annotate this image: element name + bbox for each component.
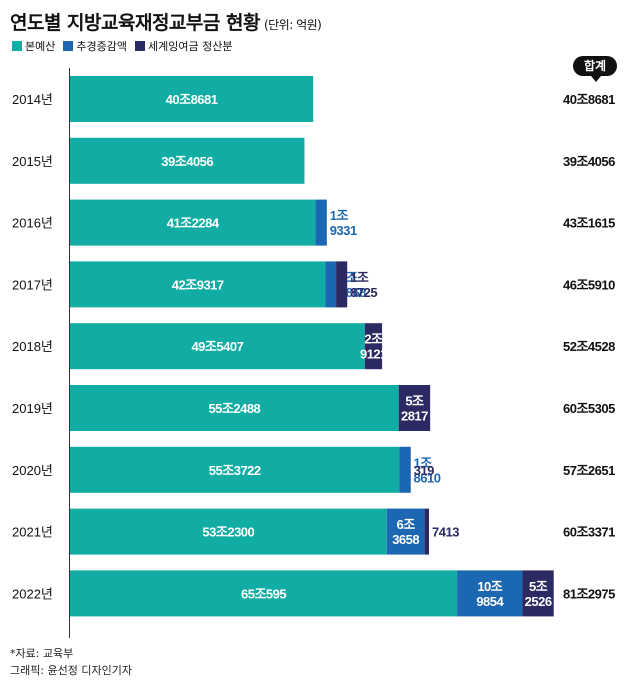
legend-swatch-supplementary xyxy=(63,41,74,51)
credit-note: 그래픽: 윤선정 디자인기자 xyxy=(10,664,133,677)
bar-supplementary-2 xyxy=(315,199,327,246)
bar-surplus-3 xyxy=(336,261,348,308)
category-label-1: 2015년 xyxy=(12,154,53,169)
legend-item-supplementary: 추경증감액 xyxy=(63,38,127,54)
data-label-base-8: 65조595 xyxy=(241,586,286,601)
category-label-6: 2020년 xyxy=(12,463,53,478)
category-label-5: 2019년 xyxy=(12,401,53,416)
title-text: 연도별 지방교육재정교부금 현황 xyxy=(10,12,260,34)
category-label-0: 2014년 xyxy=(12,92,53,107)
data-label-base-7: 53조2300 xyxy=(202,525,254,540)
legend-item-surplus: 세계잉여금 정산분 xyxy=(134,38,233,54)
data-label-supplementary-2: 1조 9331 xyxy=(330,208,357,238)
bar-base-7 xyxy=(70,508,387,555)
bar-surplus-4 xyxy=(364,323,383,370)
data-label-base-6: 55조3722 xyxy=(209,463,261,478)
bar-supplementary-6 xyxy=(399,446,411,493)
total-label-5: 60조5305 xyxy=(563,401,615,416)
unit-label: (단위: 억원) xyxy=(263,18,322,32)
bar-base-4 xyxy=(70,323,365,370)
bar-surplus-7 xyxy=(424,508,430,555)
bar-supplementary-8 xyxy=(457,570,523,617)
category-label-8: 2022년 xyxy=(12,586,53,601)
data-label-base-3: 42조9317 xyxy=(172,277,224,292)
total-label-4: 52조4528 xyxy=(563,339,615,354)
bar-base-1 xyxy=(70,137,305,184)
total-label-2: 43조1615 xyxy=(563,216,615,231)
total-label-6: 57조2651 xyxy=(563,463,615,478)
data-label-base-5: 55조2488 xyxy=(208,401,260,416)
legend-label-surplus: 세계잉여금 정산분 xyxy=(147,40,233,53)
data-label-base-0: 40조8681 xyxy=(166,92,218,107)
bar-surplus-5 xyxy=(398,385,431,431)
bar-base-0 xyxy=(70,76,314,122)
data-label-surplus-5: 5조 2817 xyxy=(401,394,428,424)
legend: 본예산 추경증감액 세계잉여금 정산분 xyxy=(12,38,232,54)
data-label-base-4: 49조5407 xyxy=(191,339,243,354)
data-label-surplus-8: 5조 2526 xyxy=(525,579,552,609)
legend-swatch-base xyxy=(12,41,22,51)
bar-supplementary-7 xyxy=(386,508,425,555)
category-label-7: 2021년 xyxy=(12,525,53,540)
data-label-surplus-7: 7413 xyxy=(432,525,459,540)
total-badge: 합계 xyxy=(573,56,617,82)
bar-base-3 xyxy=(70,261,326,308)
category-label-4: 2018년 xyxy=(12,339,53,354)
total-label-3: 46조5910 xyxy=(563,277,615,292)
legend-label-supplementary: 추경증감액 xyxy=(76,40,127,53)
data-label-base-2: 41조2284 xyxy=(167,216,220,231)
bar-base-6 xyxy=(70,446,400,493)
bar-surplus-8 xyxy=(522,570,554,617)
data-label-surplus-3: 1조 8725 xyxy=(350,270,377,300)
chart-title: 연도별 지방교육재정교부금 현황 (단위: 억원) xyxy=(10,8,322,35)
data-label-base-1: 39조4056 xyxy=(161,154,213,169)
data-label-supplementary-6: 1조 8610 xyxy=(414,455,441,485)
bar-supplementary-3 xyxy=(325,261,337,308)
legend-swatch-surplus xyxy=(134,41,145,51)
source-note: *자료: 교육부 xyxy=(10,647,74,660)
total-label-8: 81조2975 xyxy=(563,586,615,601)
legend-item-base: 본예산 xyxy=(12,38,55,54)
total-label-0: 40조8681 xyxy=(563,92,615,107)
bar-base-8 xyxy=(70,570,458,617)
category-label-2: 2016년 xyxy=(12,216,53,231)
bar-base-2 xyxy=(70,199,316,246)
total-label-1: 39조4056 xyxy=(563,154,615,169)
data-label-surplus-4: 2조 9121 xyxy=(360,332,387,362)
bar-base-5 xyxy=(70,385,399,431)
data-label-surplus-6: 319 xyxy=(414,463,434,478)
data-label-supplementary-8: 10조 9854 xyxy=(476,579,504,609)
data-label-supplementary-7: 6조 3658 xyxy=(392,517,419,547)
total-label-7: 60조3371 xyxy=(563,525,615,540)
category-label-3: 2017년 xyxy=(12,277,53,292)
legend-label-base: 본예산 xyxy=(25,40,56,53)
